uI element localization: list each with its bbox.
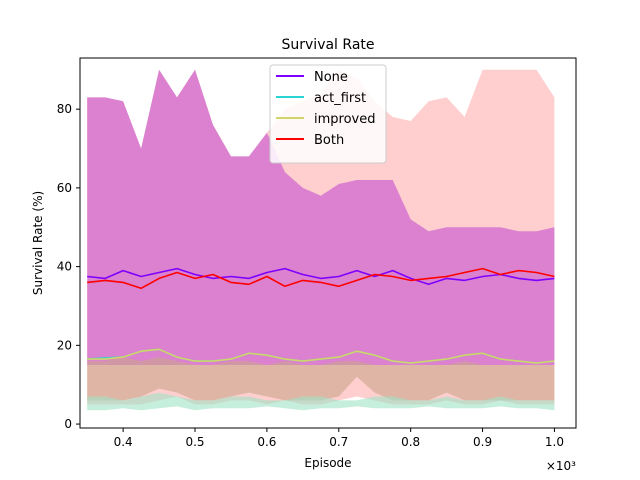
- confidence-bands: [87, 69, 555, 411]
- y-tick-label: 20: [57, 338, 72, 352]
- x-tick-label: 0.7: [329, 435, 348, 449]
- chart-title: Survival Rate: [282, 37, 375, 53]
- line-both: [87, 267, 555, 290]
- plot-frame: [79, 57, 577, 429]
- x-tick-label: 0.6: [257, 435, 276, 449]
- y-tick-label: 60: [57, 181, 72, 195]
- legend-label: None: [314, 70, 348, 85]
- legend-label: Both: [314, 133, 344, 148]
- series-lines: [87, 267, 555, 364]
- x-tick-label: 0.4: [114, 435, 133, 449]
- legend: None act_first improved Both: [269, 64, 387, 164]
- x-tick-label: 0.9: [473, 435, 492, 449]
- line-improved: [87, 348, 555, 364]
- x-tick-label: 0.8: [401, 435, 420, 449]
- y-axis-label: Survival Rate (%): [31, 191, 45, 295]
- x-axis-ticks: 0.4 0.5 0.6 0.7 0.8 0.9 1.0: [114, 428, 564, 449]
- y-axis-ticks: 0 20 40 60 80: [57, 102, 80, 431]
- legend-label: improved: [314, 112, 375, 127]
- band-improved: [87, 357, 555, 401]
- y-tick-label: 40: [57, 260, 72, 274]
- legend-label: act_first: [314, 91, 366, 106]
- band-act-first: [87, 392, 555, 411]
- x-tick-label: 1.0: [545, 435, 564, 449]
- x-axis-multiplier: ×10³: [546, 459, 576, 473]
- y-tick-label: 80: [57, 102, 72, 116]
- x-axis-label: Episode: [304, 456, 351, 470]
- line-none: [87, 267, 555, 286]
- x-tick-label: 0.5: [185, 435, 204, 449]
- y-tick-label: 0: [64, 417, 72, 431]
- band-none: [87, 69, 555, 366]
